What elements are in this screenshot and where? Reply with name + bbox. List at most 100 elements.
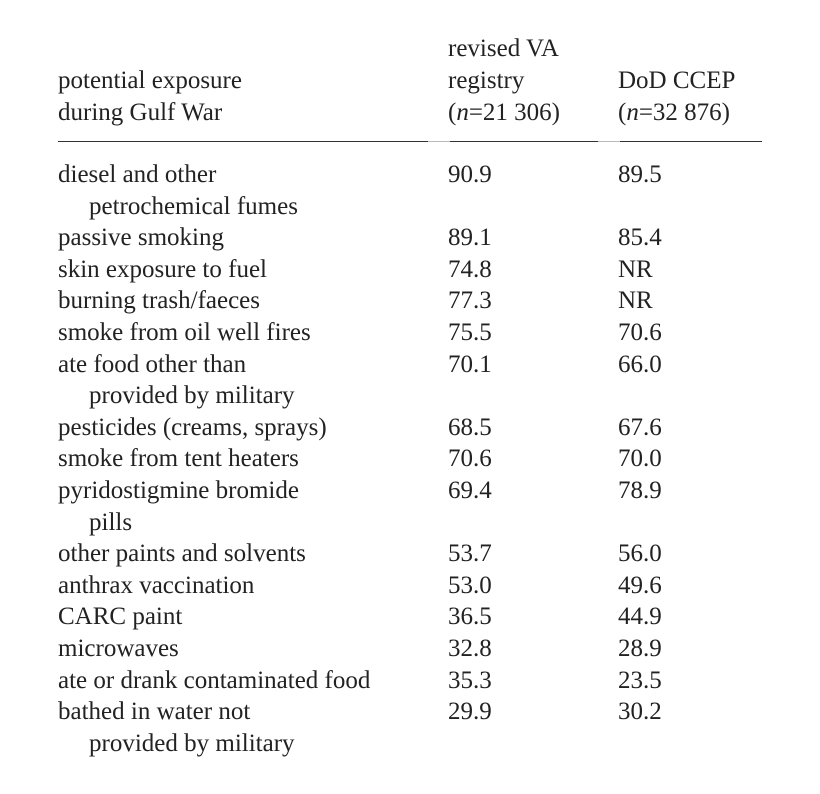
va-percentage: 68.5 (448, 413, 492, 441)
va-percentage: 70.6 (448, 445, 492, 473)
dod-percentage: 70.0 (618, 445, 662, 473)
va-percentage: 29.9 (448, 698, 492, 726)
exposure-label-continuation: provided by military (89, 729, 295, 757)
dod-percentage: 23.5 (618, 666, 662, 694)
exposure-label-text: bathed in water not (58, 698, 251, 726)
dod-percentage: 66.0 (618, 350, 662, 378)
exposure-label: other paints and solvents (58, 538, 438, 570)
exposure-label-text: pesticides (creams, sprays) (58, 413, 327, 441)
column-header-exposure-line-1: potential exposure (58, 67, 242, 94)
va-percentage: 35.3 (448, 666, 492, 694)
exposure-label: bathed in water not provided by military (58, 696, 438, 759)
table-row: anthrax vaccination 53.0 49.6 (0, 570, 820, 602)
exposure-label: diesel and other petrochemical fumes (58, 159, 438, 222)
exposure-label: microwaves (58, 633, 438, 665)
dod-n-open-paren: ( (618, 99, 627, 126)
dod-percentage: 89.5 (618, 161, 662, 188)
va-n-value: =21 306) (468, 99, 561, 126)
table-row: microwaves 32.8 28.9 (0, 633, 820, 665)
va-percentage: 53.0 (448, 571, 492, 599)
va-n-symbol: n (456, 99, 469, 126)
column-header-exposure: potential exposure during Gulf War (58, 65, 242, 129)
exposure-label: pesticides (creams, sprays) (58, 412, 438, 444)
exposure-label: passive smoking (58, 222, 438, 254)
va-percentage: 53.7 (448, 540, 492, 568)
table-row: CARC paint 36.5 44.9 (0, 601, 820, 633)
table-row: skin exposure to fuel 74.8 NR (0, 254, 820, 286)
va-percentage: 69.4 (448, 476, 492, 504)
column-header-dod-n: (n=32 876) (618, 97, 735, 129)
table-row: bathed in water not provided by military 2… (0, 696, 820, 759)
column-header-dod-ccep: DoD CCEP (n=32 876) (618, 65, 735, 129)
dod-percentage: NR (618, 287, 653, 315)
va-percentage: 77.3 (448, 287, 492, 315)
column-header-va-line-1: revised VA (448, 35, 559, 62)
dod-percentage: 28.9 (618, 634, 662, 662)
va-percentage: 74.8 (448, 255, 492, 283)
dod-percentage: 44.9 (618, 603, 662, 631)
exposure-label-continuation: provided by military (89, 382, 295, 410)
exposure-label-text: diesel and other (58, 161, 217, 188)
column-header-va-line-2: registry (448, 67, 525, 94)
exposure-label: burning trash/faeces (58, 285, 438, 317)
exposure-label-text: CARC paint (58, 603, 183, 631)
va-percentage: 70.1 (448, 350, 492, 378)
column-header-va-registry: revised VA registry (n=21 306) (448, 33, 560, 129)
dod-percentage: 67.6 (618, 413, 662, 441)
dod-percentage: 85.4 (618, 224, 662, 252)
dod-percentage: 78.9 (618, 476, 662, 504)
exposure-label-text: ate food other than (58, 350, 247, 378)
va-percentage: 90.9 (448, 161, 492, 188)
table-body: diesel and other petrochemical fumes 90.9 8… (0, 159, 820, 759)
dod-percentage: 30.2 (618, 698, 662, 726)
va-percentage: 89.1 (448, 224, 492, 252)
exposure-label-continuation: pills (89, 508, 133, 536)
table-row: pyridostigmine bromide pills 69.4 78.9 (0, 475, 820, 538)
exposure-label-text: burning trash/faeces (58, 287, 261, 315)
exposure-label: skin exposure to fuel (58, 254, 438, 286)
column-header-exposure-line-2: during Gulf War (58, 99, 223, 126)
table-row: smoke from oil well fires 75.5 70.6 (0, 317, 820, 349)
va-percentage: 32.8 (448, 634, 492, 662)
table-row: other paints and solvents 53.7 56.0 (0, 538, 820, 570)
exposure-label-text: skin exposure to fuel (58, 255, 267, 283)
column-header-dod-line-1: DoD CCEP (618, 67, 736, 94)
table-row: diesel and other petrochemical fumes 90.9 8… (0, 159, 820, 222)
exposure-label: CARC paint (58, 601, 438, 633)
exposure-label: smoke from oil well fires (58, 317, 438, 349)
table-row: ate or drank contaminated food 35.3 23.5 (0, 665, 820, 697)
exposure-label-text: other paints and solvents (58, 540, 306, 568)
header-rule-va-mark (428, 141, 450, 142)
table-row: ate food other than provided by military 7… (0, 349, 820, 412)
header-rule-dod-mark (598, 141, 620, 142)
exposure-label-continuation: petrochemical fumes (89, 192, 298, 220)
va-percentage: 75.5 (448, 318, 492, 346)
dod-percentage: 56.0 (618, 540, 662, 568)
table-row: pesticides (creams, sprays) 68.5 67.6 (0, 412, 820, 444)
exposure-label-text: passive smoking (58, 224, 224, 252)
dod-n-symbol: n (626, 99, 639, 126)
table-row: passive smoking 89.1 85.4 (0, 222, 820, 254)
dod-percentage: 49.6 (618, 571, 662, 599)
exposure-label: ate food other than provided by military (58, 349, 438, 412)
table-row: burning trash/faeces 77.3 NR (0, 285, 820, 317)
exposure-label: pyridostigmine bromide pills (58, 475, 438, 538)
exposure-label-text: pyridostigmine bromide (58, 476, 299, 504)
exposure-label-text: smoke from tent heaters (58, 445, 299, 473)
dod-percentage: 70.6 (618, 318, 662, 346)
exposure-label-text: microwaves (58, 634, 179, 662)
exposure-label: smoke from tent heaters (58, 443, 438, 475)
va-percentage: 36.5 (448, 603, 492, 631)
exposure-label-text: smoke from oil well fires (58, 318, 311, 346)
column-header-va-n: (n=21 306) (448, 97, 560, 129)
dod-n-value: =32 876) (638, 99, 731, 126)
exposure-label-text: anthrax vaccination (58, 571, 255, 599)
header-rule (58, 141, 762, 142)
exposure-label: anthrax vaccination (58, 570, 438, 602)
dod-percentage: NR (618, 255, 653, 283)
table-row: smoke from tent heaters 70.6 70.0 (0, 443, 820, 475)
va-n-open-paren: ( (448, 99, 457, 126)
exposure-label-text: ate or drank contaminated food (58, 666, 371, 694)
exposure-label: ate or drank contaminated food (58, 665, 438, 697)
